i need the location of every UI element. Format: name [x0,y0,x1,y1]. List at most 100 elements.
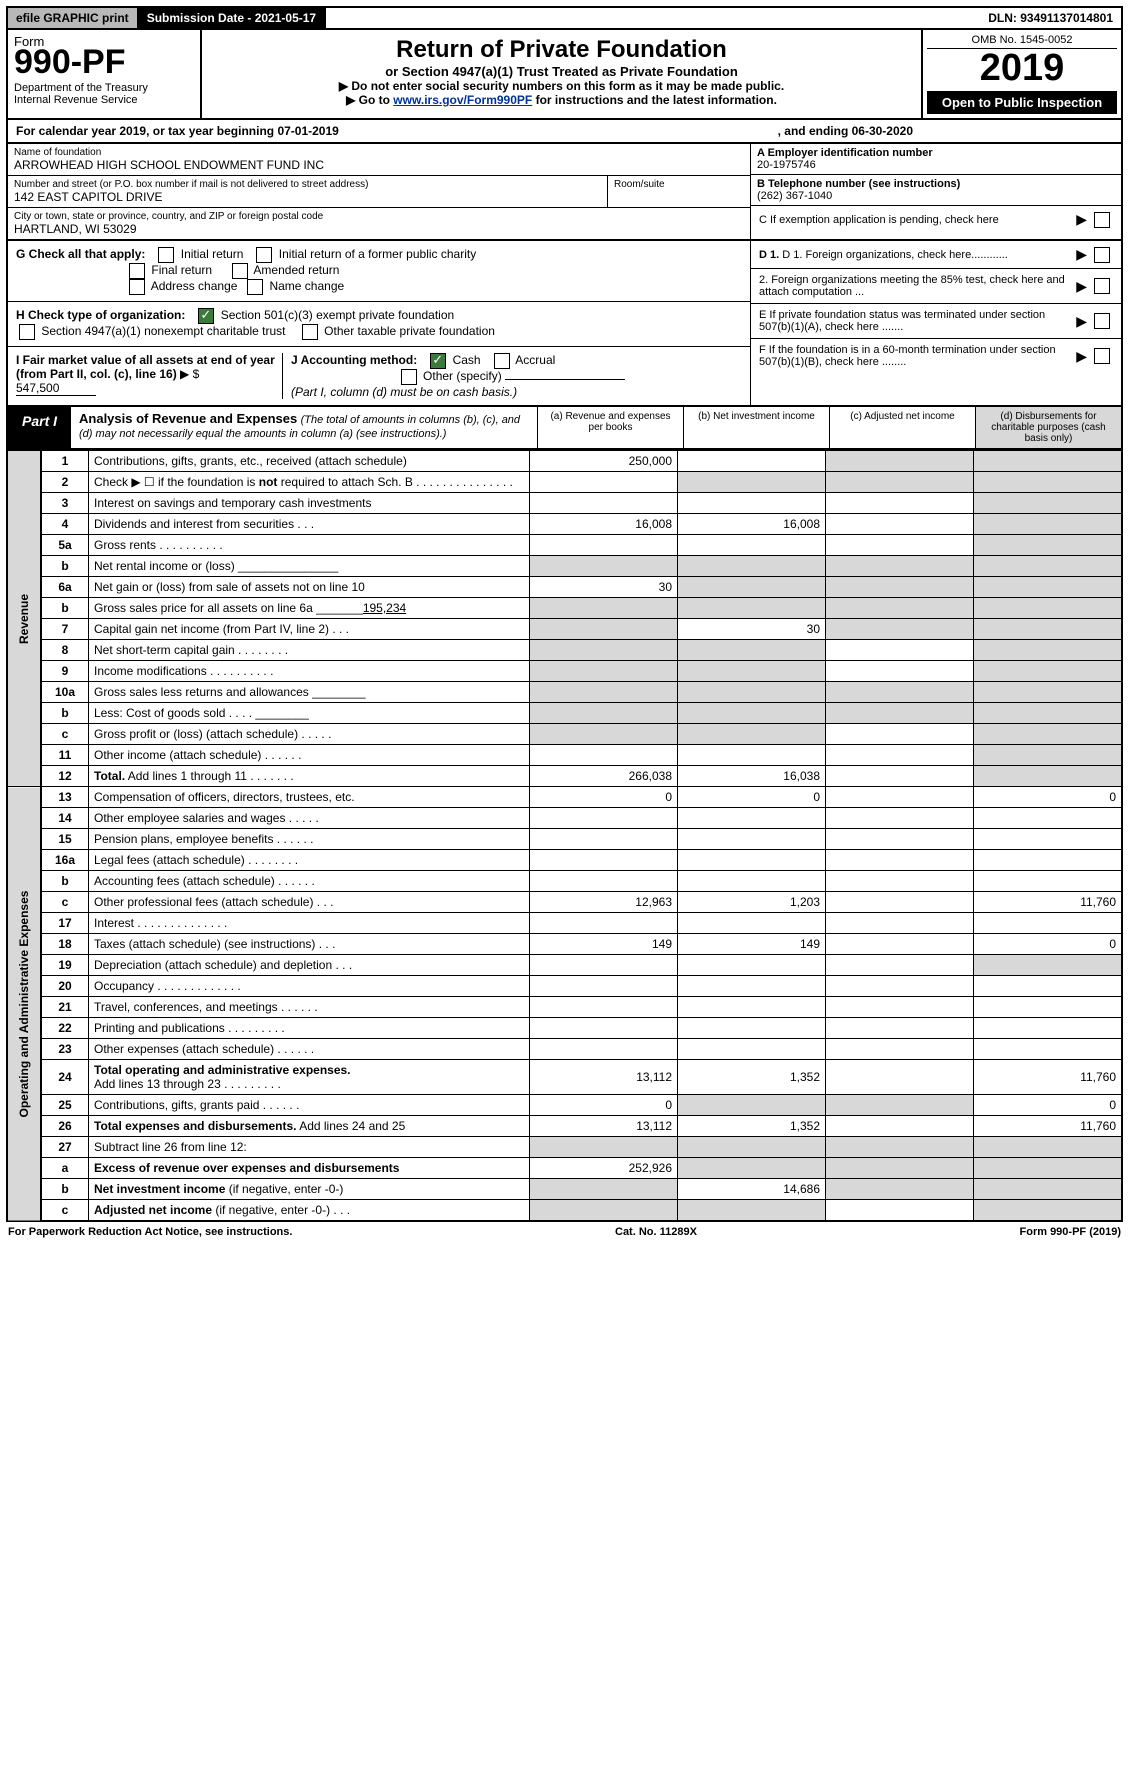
line-description: Pension plans, employee benefits . . . .… [89,829,530,850]
line-description: Gross sales less returns and allowances … [89,682,530,703]
amount-cell [974,808,1123,829]
amount-cell [826,598,974,619]
page-footer: For Paperwork Reduction Act Notice, see … [6,1222,1123,1242]
calyear-a: For calendar year 2019, or tax year begi… [16,124,339,138]
entity-info: Name of foundation ARROWHEAD HIGH SCHOOL… [6,144,1123,241]
part1-label: Part I [8,407,71,448]
line-description: Capital gain net income (from Part IV, l… [89,619,530,640]
h-501c3-checkbox[interactable] [198,308,214,324]
line-number: 18 [41,934,89,955]
amount-cell [826,703,974,724]
amount-cell [678,1158,826,1179]
line-description: Gross rents . . . . . . . . . . [89,535,530,556]
amount-cell [530,493,678,514]
amount-cell [826,1179,974,1200]
table-row: 24Total operating and administrative exp… [7,1060,1122,1095]
amount-cell: 0 [974,787,1123,808]
e-checkbox[interactable] [1094,313,1110,329]
amount-cell [974,1158,1123,1179]
g-initial-checkbox[interactable] [158,247,174,263]
arrow-icon: ▶ [1076,348,1087,365]
line-description: Compensation of officers, directors, tru… [89,787,530,808]
h-other-checkbox[interactable] [302,324,318,340]
amount-cell [974,850,1123,871]
table-row: 6aNet gain or (loss) from sale of assets… [7,577,1122,598]
dln-label: DLN: 93491137014801 [980,8,1121,28]
j-accrual-checkbox[interactable] [494,353,510,369]
amount-cell [678,577,826,598]
amount-cell: 12,963 [530,892,678,913]
amount-cell [678,913,826,934]
amount-cell [974,472,1123,493]
j-cash-checkbox[interactable] [430,353,446,369]
section-label: Operating and Administrative Expenses [7,787,41,1222]
amount-cell [678,745,826,766]
g-label: G Check all that apply: [16,247,145,261]
g-name-checkbox[interactable] [247,279,263,295]
form-subtitle: or Section 4947(a)(1) Trust Treated as P… [208,64,915,79]
amount-cell [826,1137,974,1158]
amount-cell [678,472,826,493]
line-number: a [41,1158,89,1179]
line-number: 23 [41,1039,89,1060]
line-description: Net gain or (loss) from sale of assets n… [89,577,530,598]
check-right: D 1. D 1. Foreign organizations, check h… [750,241,1121,405]
amount-cell [974,724,1123,745]
city-cell: City or town, state or province, country… [8,208,750,239]
table-row: bNet rental income or (loss) ___________… [7,556,1122,577]
line-description: Legal fees (attach schedule) . . . . . .… [89,850,530,871]
amount-cell [826,1158,974,1179]
amount-cell [530,850,678,871]
arrow-icon: ▶ [1076,313,1087,330]
amount-cell [530,724,678,745]
name-cell: Name of foundation ARROWHEAD HIGH SCHOOL… [8,144,750,176]
form-link[interactable]: www.irs.gov/Form990PF [393,93,532,107]
amount-cell [826,934,974,955]
line-number: 24 [41,1060,89,1095]
line-description: Total expenses and disbursements. Add li… [89,1116,530,1137]
amount-cell: 0 [530,787,678,808]
f-checkbox[interactable] [1094,348,1110,364]
line-description: Gross profit or (loss) (attach schedule)… [89,724,530,745]
line-number: c [41,1200,89,1222]
g-address-checkbox[interactable] [129,279,145,295]
amount-cell [530,1039,678,1060]
amount-cell [530,976,678,997]
g-final-checkbox[interactable] [129,263,145,279]
line-number: 12 [41,766,89,787]
d1-checkbox[interactable] [1094,247,1110,263]
amount-cell [678,997,826,1018]
amount-cell [826,997,974,1018]
amount-cell [826,451,974,472]
g-amended-checkbox[interactable] [232,263,248,279]
line-description: Excess of revenue over expenses and disb… [89,1158,530,1179]
amount-cell: 11,760 [974,892,1123,913]
amount-cell [974,535,1123,556]
g-initial-former-checkbox[interactable] [256,247,272,263]
line-description: Occupancy . . . . . . . . . . . . . [89,976,530,997]
line-description: Interest on savings and temporary cash i… [89,493,530,514]
footer-right: Form 990-PF (2019) [1020,1226,1122,1238]
table-row: bGross sales price for all assets on lin… [7,598,1122,619]
j-other-checkbox[interactable] [401,369,417,385]
tel-cell: B Telephone number (see instructions) (2… [751,175,1121,206]
line-description: Taxes (attach schedule) (see instruction… [89,934,530,955]
line-description: Income modifications . . . . . . . . . . [89,661,530,682]
c-checkbox[interactable] [1094,212,1110,228]
amount-cell [826,892,974,913]
top-bar: efile GRAPHIC print Submission Date - 20… [6,6,1123,30]
amount-cell [826,850,974,871]
h-4947-checkbox[interactable] [19,324,35,340]
amount-cell [974,661,1123,682]
i-cell: I Fair market value of all assets at end… [16,353,283,399]
table-row: 16aLegal fees (attach schedule) . . . . … [7,850,1122,871]
table-row: 12Total. Add lines 1 through 11 . . . . … [7,766,1122,787]
line-description: Adjusted net income (if negative, enter … [89,1200,530,1222]
d2-checkbox[interactable] [1094,278,1110,294]
table-row: 22Printing and publications . . . . . . … [7,1018,1122,1039]
amount-cell: 1,203 [678,892,826,913]
line-description: Total. Add lines 1 through 11 . . . . . … [89,766,530,787]
line-number: c [41,724,89,745]
room-suite: Room/suite [607,176,750,207]
line-number: 6a [41,577,89,598]
